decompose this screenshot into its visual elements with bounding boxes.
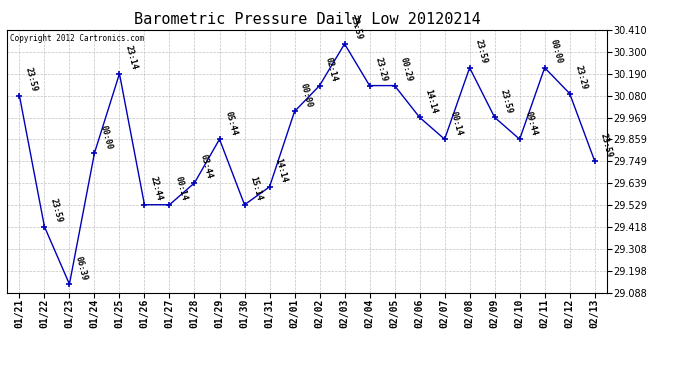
Text: 00:00: 00:00 <box>549 39 564 65</box>
Text: 02:14: 02:14 <box>324 56 339 83</box>
Text: 23:59: 23:59 <box>23 66 39 93</box>
Text: 00:00: 00:00 <box>99 124 114 150</box>
Text: 00:00: 00:00 <box>299 82 314 109</box>
Text: 09:44: 09:44 <box>524 110 539 136</box>
Text: 23:59: 23:59 <box>348 15 364 41</box>
Text: 23:29: 23:29 <box>374 56 389 83</box>
Text: 06:39: 06:39 <box>74 255 89 281</box>
Text: 03:44: 03:44 <box>199 154 214 180</box>
Text: 22:44: 22:44 <box>148 176 164 202</box>
Text: 00:14: 00:14 <box>448 110 464 136</box>
Text: 14:14: 14:14 <box>274 158 289 184</box>
Text: Copyright 2012 Cartronics.com: Copyright 2012 Cartronics.com <box>10 34 144 43</box>
Text: 15:14: 15:14 <box>248 176 264 202</box>
Text: 14:14: 14:14 <box>424 88 439 115</box>
Text: 23:59: 23:59 <box>499 88 514 115</box>
Text: 23:59: 23:59 <box>474 39 489 65</box>
Text: 00:29: 00:29 <box>399 56 414 83</box>
Text: 23:59: 23:59 <box>48 197 63 224</box>
Text: 00:14: 00:14 <box>174 176 189 202</box>
Text: 23:59: 23:59 <box>599 132 614 158</box>
Text: 23:29: 23:29 <box>574 64 589 91</box>
Text: 05:44: 05:44 <box>224 110 239 136</box>
Title: Barometric Pressure Daily Low 20120214: Barometric Pressure Daily Low 20120214 <box>134 12 480 27</box>
Text: 23:14: 23:14 <box>124 44 139 71</box>
